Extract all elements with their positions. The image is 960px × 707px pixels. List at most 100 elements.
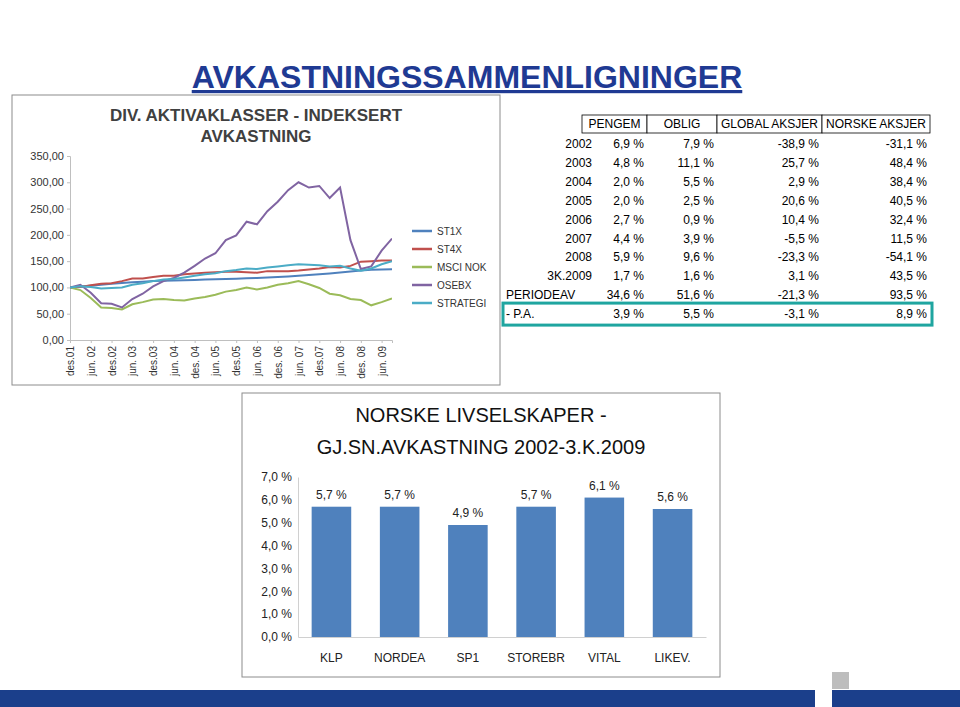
bar — [585, 498, 625, 637]
table-cell: 7,9 % — [683, 137, 714, 151]
series-line — [70, 260, 392, 287]
x-tick-mark — [153, 340, 154, 343]
axis-line — [298, 478, 299, 638]
y-tick-label: 1,0 % — [261, 607, 292, 621]
header-cell — [647, 115, 717, 133]
x-tick-mark — [299, 340, 300, 343]
y-tick-label: 4,0 % — [261, 539, 292, 553]
bar — [448, 525, 488, 637]
x-tick: NORDEA — [374, 637, 425, 665]
y-tick: 5,0 % — [261, 516, 298, 530]
x-tick: jun. 04 — [169, 340, 180, 377]
highlight-box — [503, 303, 932, 325]
y-tick: 50,00 — [36, 308, 70, 320]
table-cell: 11,1 % — [678, 156, 715, 170]
table-cell: 1,6 % — [683, 269, 714, 283]
y-tick: 2,0 % — [261, 585, 298, 599]
table-cell: 2,0 % — [613, 194, 644, 208]
y-tick: 1,0 % — [261, 607, 298, 621]
slide: AVKASTNINGSSAMMENLIGNINGERDIV. AKTIVAKLA… — [0, 0, 960, 707]
y-tick: 100,00 — [30, 281, 70, 293]
row-label: 2007 — [565, 232, 592, 246]
footer-bar — [0, 690, 960, 707]
y-tick-label: 50,00 — [36, 308, 64, 320]
plot-bars — [312, 498, 693, 637]
y-axis: 0,0 %1,0 %2,0 %3,0 %4,0 %5,0 %6,0 %7,0 % — [261, 470, 298, 644]
x-tick-mark — [319, 340, 320, 343]
legend-label: MSCI NOK — [437, 262, 487, 273]
y-tick-label: 300,00 — [30, 176, 64, 188]
line-chart: DIV. AKTIVAKLASSER - INDEKSERTAVKASTNING… — [12, 95, 500, 385]
data-label: 5,7 % — [521, 488, 552, 502]
x-tick: SP1 — [457, 637, 480, 665]
returns-table: PENGEMOBLIGGLOBAL AKSJERNORSKE AKSJER200… — [503, 115, 932, 325]
y-tick: 7,0 % — [261, 470, 298, 484]
data-label: 4,9 % — [453, 506, 484, 520]
x-tick-mark — [340, 340, 341, 343]
table-cell: 3,9 % — [613, 307, 644, 321]
row-label: 2004 — [565, 175, 592, 189]
table-cell: 93,5 % — [890, 288, 928, 302]
legend-label: ST1X — [437, 226, 462, 237]
slide-title: AVKASTNINGSSAMMENLIGNINGER — [192, 59, 743, 95]
x-tick-label: des.05 — [231, 346, 242, 376]
x-tick: des.05 — [231, 340, 242, 376]
y-tick: 150,00 — [30, 255, 70, 267]
chart-frame — [242, 393, 720, 677]
x-tick: jun. 06 — [252, 340, 263, 377]
table-cell: 10,4 % — [782, 213, 820, 227]
y-tick-label: 200,00 — [30, 229, 64, 241]
x-tick: KLP — [320, 637, 343, 665]
chart-frame — [12, 95, 500, 385]
x-tick: des.07 — [314, 340, 325, 376]
x-axis: KLPNORDEASP1STOREBRVITALLIKEV. — [299, 637, 707, 665]
legend-label: OSEBX — [437, 280, 472, 291]
y-tick-label: 6,0 % — [261, 493, 292, 507]
y-tick-mark — [67, 235, 70, 236]
table-cell: 20,6 % — [782, 194, 820, 208]
y-tick-label: 150,00 — [30, 255, 64, 267]
table-cell: 51,6 % — [677, 288, 715, 302]
header-text: NORSKE AKSJER — [826, 117, 926, 131]
x-tick: LIKEV. — [654, 637, 690, 665]
y-tick: 0,00 — [43, 334, 70, 346]
table-cell: 9,6 % — [683, 250, 714, 264]
x-tick-mark — [112, 340, 113, 343]
x-tick-label: des.07 — [314, 346, 325, 376]
x-tick-mark — [257, 340, 258, 343]
y-axis: 0,0050,00100,00150,00200,00250,00300,003… — [30, 150, 70, 346]
table-cell: 1,7 % — [613, 269, 644, 283]
header-cell — [822, 115, 930, 133]
footer-square — [815, 690, 832, 707]
table-cell: 5,5 % — [683, 307, 714, 321]
x-tick-mark — [132, 340, 133, 343]
y-tick: 6,0 % — [261, 493, 298, 507]
y-tick-label: 0,0 % — [261, 630, 292, 644]
data-label: 5,7 % — [384, 488, 415, 502]
x-tick-label: jun. 08 — [335, 346, 346, 377]
table-cell: 48,4 % — [890, 156, 928, 170]
chart-title: AVKASTNING — [200, 127, 311, 146]
table-cell: 11,5 % — [891, 232, 928, 246]
header-cell — [582, 115, 647, 133]
x-tick-label: des. 04 — [190, 346, 201, 379]
header-text: OBLIG — [664, 117, 701, 131]
table-cell: -3,1 % — [784, 307, 819, 321]
table-cell: 8,9 % — [896, 307, 927, 321]
y-tick-label: 5,0 % — [261, 516, 292, 530]
y-tick: 200,00 — [30, 229, 70, 241]
bar-chart: NORSKE LIVSELSKAPER -GJ.SN.AVKASTNING 20… — [242, 393, 720, 677]
header-text: PENGEM — [588, 117, 640, 131]
x-tick-label: STOREBR — [507, 651, 565, 665]
chart-title: NORSKE LIVSELSKAPER - — [355, 404, 606, 426]
y-tick: 4,0 % — [261, 539, 298, 553]
table-cell: 3,9 % — [683, 232, 714, 246]
bar — [312, 507, 352, 637]
x-tick-label: KLP — [320, 651, 343, 665]
x-tick: STOREBR — [507, 637, 565, 665]
series-line — [70, 261, 392, 288]
table-cell: 32,4 % — [890, 213, 928, 227]
x-tick-mark — [236, 340, 237, 343]
row-label: 2003 — [565, 156, 592, 170]
axis-line — [71, 341, 393, 344]
